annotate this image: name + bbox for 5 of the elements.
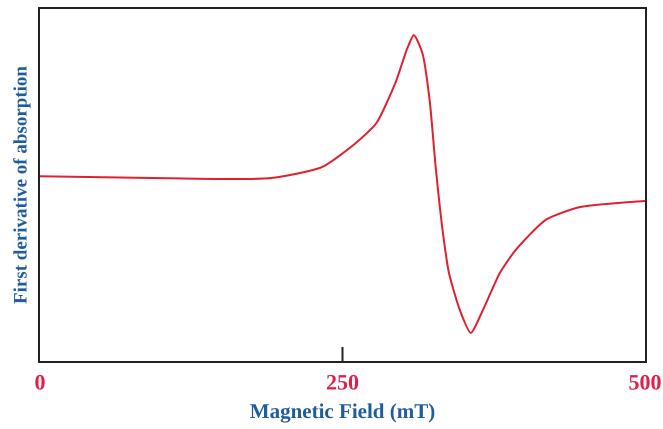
x-tick-label: 500 [628, 369, 662, 394]
x-axis-title: Magnetic Field (mT) [250, 399, 436, 424]
x-tick-label: 0 [34, 369, 46, 394]
x-tick-label: 250 [326, 369, 359, 394]
y-axis-title: First derivative of absorption [10, 66, 32, 304]
